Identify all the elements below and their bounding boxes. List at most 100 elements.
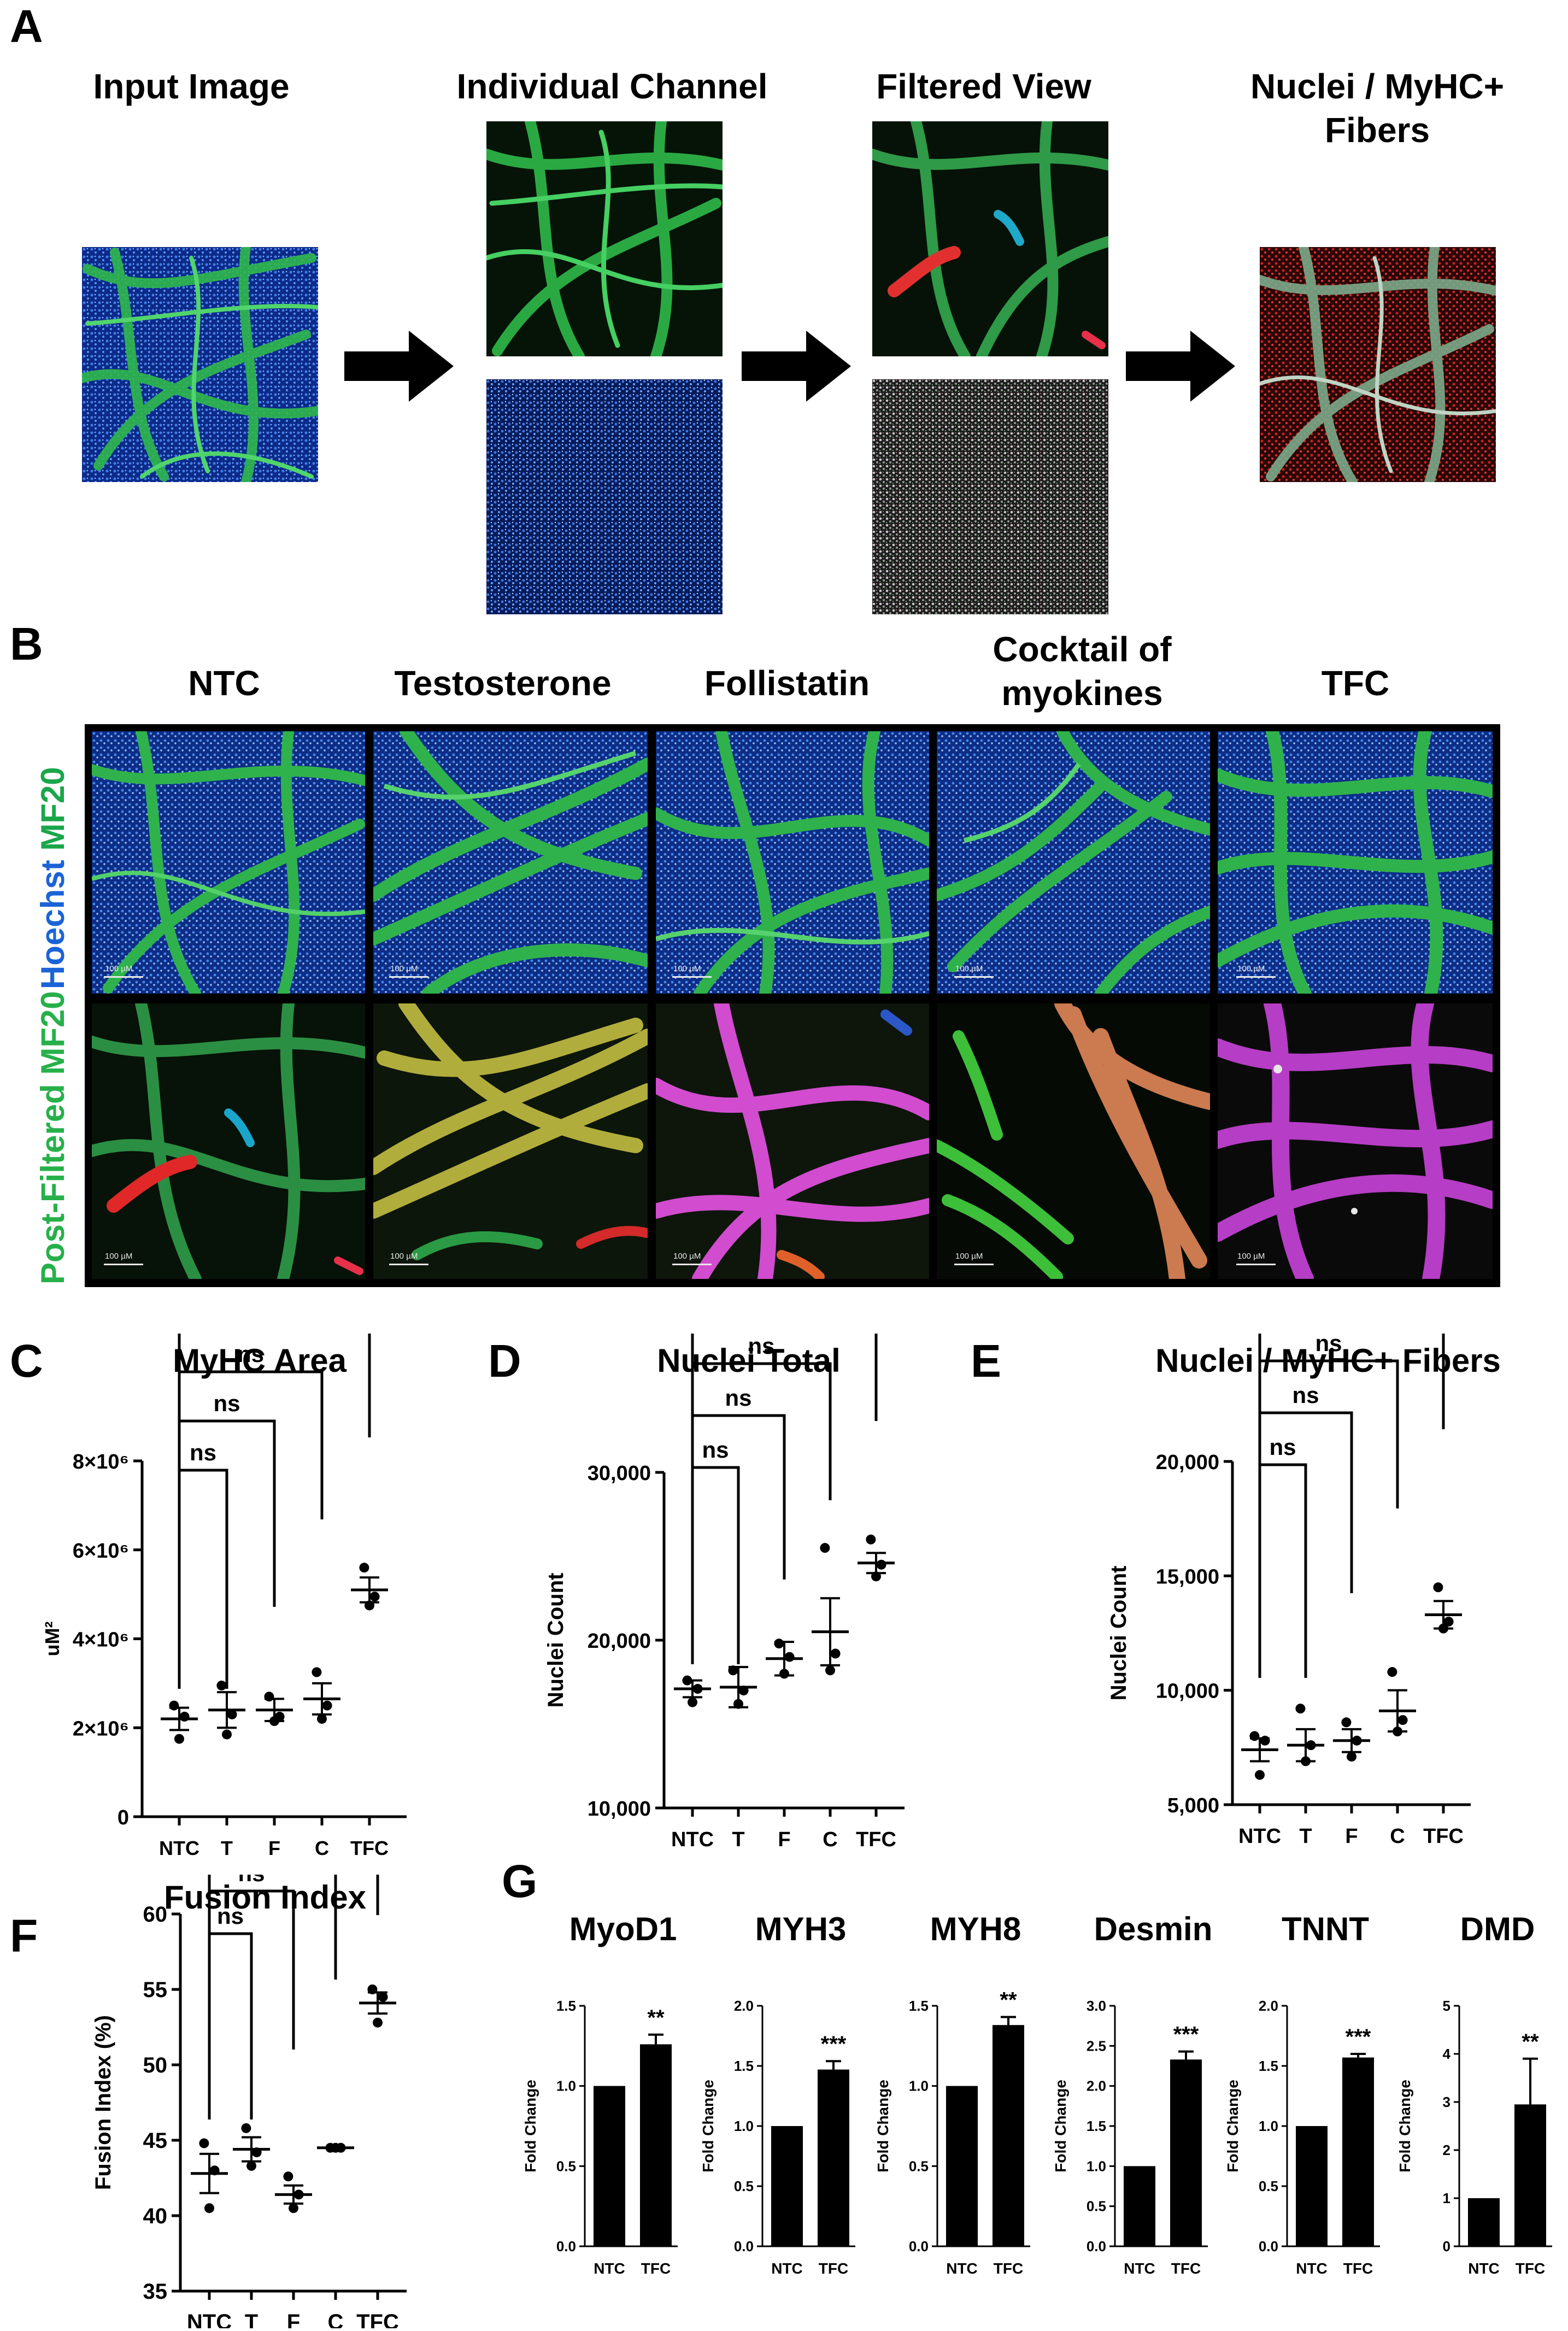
scale-bar-label-r1c4: 100 µM (955, 964, 983, 973)
y-tick-label: 20,000 (588, 1630, 651, 1653)
y-axis-label: Fold Change (1396, 2080, 1413, 2173)
scale-bar-label-r2c3: 100 µM (673, 1252, 701, 1261)
data-point-tfc (1443, 1617, 1454, 1627)
y-tick-label: 0 (118, 1806, 129, 1829)
row-label-hoechst-mf20: Hoechst MF20 (34, 767, 72, 989)
y-tick-label: 1 (1443, 2190, 1450, 2206)
y-tick-label: 3.0 (1087, 1998, 1106, 2014)
bar-tfc (818, 2069, 849, 2246)
panel-letter-e: E (971, 1335, 1002, 1387)
chart-f-fusion-index: Fusion Index 35 40 45 50 55 60 Fusion Index (%)… (91, 1875, 407, 2328)
y-tick-label: 1.0 (1259, 2118, 1278, 2134)
row1-testosterone-image (373, 731, 648, 994)
y-tick-label: 0.0 (1259, 2238, 1278, 2254)
chart-title: MyoD1 (569, 1911, 677, 1947)
x-tick-label-ntc: NTC (771, 2260, 803, 2277)
scale-bar-label-r2c1: 100 µM (105, 1252, 133, 1261)
significance-label: ns (702, 1437, 729, 1463)
chart-title: MYH3 (755, 1911, 847, 1947)
x-tick-label-ntc: NTC (946, 2260, 978, 2277)
data-point-ntc (199, 2138, 209, 2148)
significance-label: ns (217, 1903, 244, 1929)
data-point-c (312, 1667, 322, 1677)
y-tick-label: 55 (143, 1978, 168, 2002)
panel-letter-g: G (502, 1856, 538, 1907)
chart-title: MYH8 (930, 1911, 1021, 1947)
data-point-t (1295, 1704, 1306, 1714)
data-point-tfc (866, 1534, 876, 1545)
x-tick-label-c: C (328, 2310, 344, 2328)
bar-tfc (640, 2044, 672, 2246)
condition-ntc: NTC (188, 664, 260, 703)
significance-label: ns (1292, 1382, 1319, 1408)
scale-bar-r1c4 (954, 976, 994, 978)
bar-tfc (1342, 2057, 1374, 2246)
significance-bracket (178, 1469, 228, 1689)
y-tick-label: 1.0 (734, 2118, 754, 2134)
chart-e-nuclei-myhc-fibers: Nuclei / MyHC+ Fibers5,00010,00015,00020… (1107, 1334, 1501, 1848)
significance-label: ns (1269, 1434, 1296, 1460)
x-tick-label-f: F (1345, 1825, 1358, 1848)
row1-tfc-image (1218, 731, 1493, 994)
data-point-f (274, 1711, 285, 1722)
data-point-ntc (1255, 1770, 1265, 1780)
significance-label: *** (821, 2032, 847, 2056)
data-point-ntc (1260, 1735, 1270, 1746)
y-axis-label: Fusion Index (%) (91, 2015, 115, 2190)
data-point-c (820, 1543, 830, 1553)
x-tick-label-tfc: TFC (994, 2260, 1023, 2277)
arrow-3-icon (1126, 331, 1235, 402)
data-point-ntc (174, 1734, 184, 1744)
significance-label: ns (237, 1341, 264, 1367)
input-image (82, 247, 318, 482)
y-tick-label: 10,000 (1156, 1680, 1219, 1703)
scale-bar-r2c5 (1236, 1264, 1276, 1265)
x-tick-label-tfc: TFC (1343, 2260, 1373, 2277)
nuclei-myhc-fibers-image (1260, 247, 1496, 482)
data-point-tfc (369, 1592, 380, 1602)
bar-tfc (1170, 2059, 1202, 2246)
panel-letter-a: A (10, 1, 43, 52)
row-label-hoechst: Hoechst (34, 860, 71, 989)
data-point-ntc (688, 1697, 697, 1707)
scale-bar-label-r2c5: 100 µM (1237, 1252, 1265, 1261)
scale-bar-label-r2c2: 100 µM (390, 1252, 418, 1261)
significance-label: ** (1522, 2030, 1539, 2054)
scale-bar-r2c2 (389, 1264, 428, 1265)
y-tick-label: 30,000 (588, 1462, 651, 1485)
significance-label: ns (190, 1440, 216, 1465)
significance-bracket (208, 1932, 253, 2119)
y-tick-label: 6×10⁶ (73, 1540, 129, 1563)
scale-bar-label-r1c1: 100 µM (105, 964, 133, 973)
chart-title: Fusion Index (164, 1879, 366, 1916)
x-tick-label-c: C (1390, 1825, 1405, 1848)
data-point-tfc (876, 1559, 886, 1570)
x-tick-label-tfc: TFC (819, 2260, 848, 2277)
data-point-c (1387, 1667, 1397, 1677)
bar-ntc (1124, 2166, 1155, 2246)
y-tick-label: 1.0 (909, 2078, 929, 2094)
y-tick-label: 5,000 (1167, 1794, 1219, 1817)
scale-bar-r2c3 (672, 1264, 712, 1265)
condition-cocktail-line2: myokines (1001, 673, 1163, 713)
filtered-view-fibers-image (872, 121, 1108, 356)
y-tick-label: 0.5 (556, 2158, 576, 2174)
y-tick-label: 2.5 (1087, 2038, 1106, 2054)
chart-title: DMD (1460, 1911, 1535, 1947)
chart-title: Desmin (1094, 1911, 1213, 1947)
chart-title: TNNT (1282, 1911, 1369, 1947)
significance-label: ** (1000, 1988, 1017, 2012)
y-tick-label: 1.5 (1259, 2058, 1278, 2074)
data-point-c (830, 1648, 841, 1659)
row1-follistatin-image (656, 731, 929, 994)
row1-cocktail-image (937, 731, 1210, 994)
step-title-individual-channel: Individual Channel (456, 67, 768, 106)
y-axis-label: Fold Change (700, 2080, 717, 2173)
panel-letter-b: B (10, 618, 43, 670)
data-point-t (241, 2123, 251, 2133)
condition-cocktail-line1: Cocktail of (993, 630, 1172, 669)
significance-bracket (691, 1362, 832, 1500)
data-point-f (774, 1639, 784, 1649)
scale-bar-label-r1c3: 100 µM (673, 964, 701, 973)
